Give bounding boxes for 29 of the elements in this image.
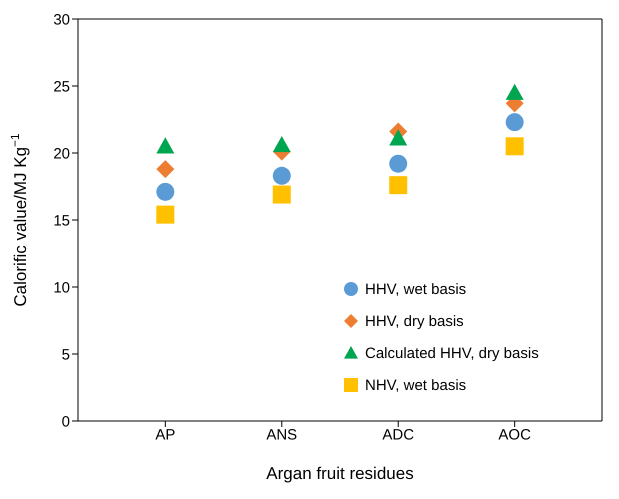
x-axis-title: Argan fruit residues (266, 464, 414, 483)
legend-label: Calculated HHV, dry basis (365, 344, 539, 362)
legend-label: NHV, wet basis (365, 376, 466, 394)
x-tick-label: ANS (266, 426, 298, 444)
x-tick-label: AOC (498, 426, 532, 444)
point (506, 113, 524, 132)
point (389, 176, 408, 194)
point (272, 186, 291, 204)
point (389, 129, 408, 146)
point (156, 206, 174, 224)
point (156, 160, 174, 178)
point (272, 166, 291, 185)
legend-label: HHV, wet basis (365, 280, 466, 298)
point (389, 154, 408, 173)
y-tick-label: 30 (53, 11, 70, 28)
point (506, 137, 524, 156)
x-tick-label: ADC (382, 426, 414, 444)
point (506, 84, 524, 100)
y-tick-label: 0 (62, 413, 70, 430)
point (156, 137, 174, 154)
y-tick-label: 15 (53, 212, 70, 230)
point (272, 136, 291, 152)
y-tick-label: 25 (53, 78, 70, 96)
y-tick-label: 5 (62, 346, 70, 364)
y-tick-label: 20 (53, 145, 70, 162)
y-tick-label: 10 (53, 279, 70, 296)
x-tick-label: AP (155, 426, 176, 444)
point (156, 182, 174, 201)
legend-label: HHV, dry basis (365, 312, 464, 330)
